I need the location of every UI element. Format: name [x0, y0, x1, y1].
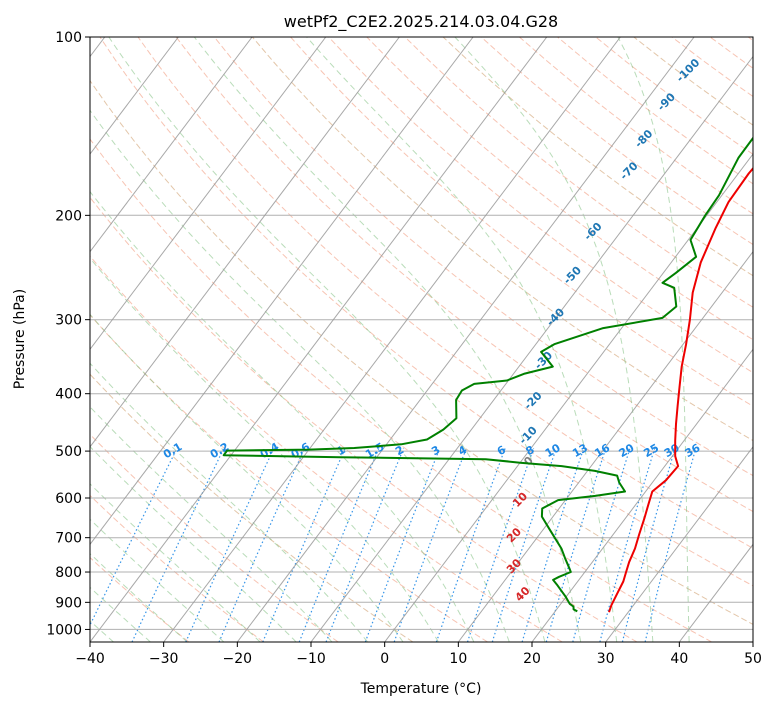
- dry-adiabat-line: [99, 37, 753, 587]
- x-tick-label: −20: [223, 651, 253, 667]
- moist-adiabat-line: [90, 586, 151, 642]
- mixing-ratio-line: [435, 448, 506, 642]
- dry-adiabat-line: [90, 79, 753, 625]
- isotherm-line: [163, 37, 621, 642]
- mixing-ratio-lines: [90, 448, 697, 642]
- x-tick-label: −10: [296, 651, 326, 667]
- y-tick-label: 300: [55, 313, 82, 329]
- isotherm-lines: [90, 37, 753, 642]
- isotherm-line: [90, 37, 474, 546]
- dry-adiabat-line: [290, 37, 753, 407]
- x-tick-label: −40: [75, 651, 105, 667]
- dry-adiabat-line: [175, 37, 753, 513]
- dry-adiabat-line: [328, 37, 753, 374]
- moist-adiabat-line: [90, 406, 333, 642]
- mixing-ratio-line: [325, 448, 405, 642]
- y-tick-label: 1000: [46, 622, 82, 638]
- temperature-profile-line: [608, 166, 753, 613]
- moist-adiabat-line: [90, 483, 261, 642]
- moist-adiabat-line: [90, 518, 225, 642]
- x-tick-label: −30: [149, 651, 179, 667]
- dry-adiabat-line: [252, 37, 753, 442]
- dry-adiabat-line: [213, 37, 753, 477]
- pressure-gridlines: [90, 37, 753, 630]
- dry-adiabat-line: [90, 433, 339, 642]
- x-tick-label: 0: [380, 651, 389, 667]
- y-tick-label: 500: [55, 444, 82, 460]
- isotherm-line: [531, 348, 753, 642]
- x-axis-label: Temperature (°C): [360, 681, 482, 697]
- dry-adiabat-line: [90, 196, 638, 642]
- moist-adiabat-line: [90, 445, 297, 642]
- x-tick-label: 20: [523, 651, 541, 667]
- isotherm-line: [384, 153, 753, 642]
- y-tick-label: 700: [55, 531, 82, 547]
- y-tick-label: 400: [55, 387, 82, 403]
- mixing-ratio-line: [545, 448, 607, 642]
- isotherm-line: [90, 37, 400, 448]
- moist-adiabat-line: [108, 37, 546, 642]
- moist-adiabat-line: [90, 362, 368, 642]
- dewpoint-profile-line: [222, 136, 753, 613]
- y-axis-ticks: 100 200 300 400 500 600 700 800 900 1000: [46, 30, 90, 638]
- y-tick-label: 900: [55, 595, 82, 611]
- mixing-ratio-line: [298, 448, 380, 642]
- x-axis-ticks: −40 −30 −20 −10 0 10 20 30 40 50: [75, 642, 762, 667]
- plot-frame: [89, 36, 754, 643]
- moist-adiabat-line: [454, 37, 654, 642]
- moist-adiabats: [90, 37, 690, 642]
- isotherm-line: [236, 37, 695, 642]
- mixing-ratio-line: [621, 448, 676, 642]
- chart-title: wetPf2_C2E2.2025.214.03.04.G28: [284, 12, 558, 32]
- isotherm-line: [90, 37, 327, 351]
- y-tick-label: 800: [55, 565, 82, 581]
- dry-adiabat-line: [90, 138, 712, 642]
- moist-adiabat-line: [90, 553, 188, 642]
- x-tick-label: 10: [449, 651, 467, 667]
- sounding-profiles: [222, 136, 753, 613]
- dry-adiabat-line: [90, 494, 264, 642]
- isotherm-line: [310, 55, 753, 642]
- dry-adiabat-line: [90, 556, 190, 642]
- moist-adiabat-line: [193, 37, 582, 642]
- mixing-ratio-line: [466, 448, 535, 642]
- mixing-ratio-line: [521, 448, 585, 642]
- moist-adiabat-line: [306, 37, 618, 642]
- dry-adiabat-line: [137, 37, 753, 549]
- x-tick-label: 30: [597, 651, 615, 667]
- mixing-ratio-line: [572, 448, 631, 642]
- x-tick-label: 50: [744, 651, 762, 667]
- y-axis-label: Pressure (hPa): [12, 289, 28, 389]
- dry-adiabat-line: [90, 255, 563, 642]
- dry-adiabat-line: [90, 314, 488, 642]
- isotherm-line: [90, 37, 548, 642]
- mixing-ratio-line: [491, 448, 557, 642]
- plot-area: -100-90-80-70-60-50-40-30-20-10010203040…: [90, 37, 753, 642]
- moist-adiabat-line: [90, 109, 510, 642]
- isotherm-line: [90, 37, 253, 253]
- mixing-ratio-line: [599, 448, 656, 642]
- y-tick-label: 600: [55, 491, 82, 507]
- moist-adiabat-line: [617, 37, 690, 642]
- y-tick-label: 100: [55, 30, 82, 46]
- isotherm-line: [90, 37, 179, 155]
- y-tick-label: 200: [55, 208, 82, 224]
- isotherm-line: [605, 446, 753, 642]
- dry-adiabat-line: [404, 37, 753, 308]
- mixing-ratio-line: [364, 448, 441, 642]
- x-tick-label: 40: [670, 651, 688, 667]
- moist-adiabat-line: [90, 313, 404, 642]
